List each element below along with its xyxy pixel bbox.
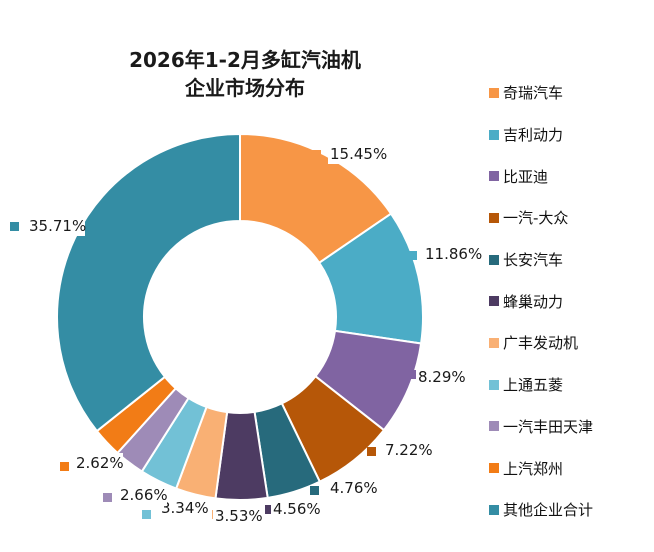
data-label-marker (310, 486, 319, 495)
data-label: 2.66% (120, 486, 168, 504)
legend-item: 广丰发动机 (489, 322, 593, 364)
data-label: 35.71% (29, 217, 86, 235)
data-label-box (416, 367, 465, 387)
data-label-box (328, 478, 377, 498)
legend-swatch (489, 212, 499, 223)
data-label-marker (408, 370, 417, 379)
legend-item: 奇瑞汽车 (489, 72, 593, 114)
legend-item: 其他企业合计 (489, 489, 593, 531)
legend-item: 吉利动力 (489, 114, 593, 156)
legend-item: 上汽郑州 (489, 447, 593, 489)
legend-item: 一汽-大众 (489, 197, 593, 239)
data-label: 7.22% (385, 441, 433, 459)
data-label-box (328, 144, 386, 164)
data-label: 11.86% (425, 245, 482, 263)
legend-label: 奇瑞汽车 (503, 84, 564, 103)
data-label-box (27, 216, 85, 236)
legend-swatch (489, 296, 499, 307)
data-label: 4.76% (330, 479, 378, 497)
legend-swatch (489, 421, 499, 432)
chart-subtitle: 企业市场分布 (185, 76, 305, 100)
legend-swatch (489, 379, 499, 390)
legend-swatch (489, 254, 499, 265)
data-label-box (213, 506, 262, 526)
data-label: 8.29% (418, 368, 466, 386)
data-label: 15.45% (330, 145, 387, 163)
data-label-marker (10, 222, 19, 231)
legend-item: 一汽丰田天津 (489, 406, 593, 448)
legend-swatch (489, 171, 499, 182)
legend-label: 一汽-大众 (503, 209, 569, 228)
legend-item: 长安汽车 (489, 239, 593, 281)
data-label: 4.56% (273, 500, 321, 518)
data-label-marker (408, 251, 417, 260)
legend-label: 其他企业合计 (503, 501, 594, 520)
legend-item: 上通五菱 (489, 364, 593, 406)
legend-swatch (489, 337, 499, 348)
legend-swatch (489, 129, 499, 140)
data-label-marker (367, 447, 376, 456)
data-label-box (118, 485, 167, 505)
legend-label: 比亚迪 (503, 167, 549, 186)
legend-swatch (489, 463, 499, 474)
data-label: 3.53% (215, 507, 263, 525)
legend-label: 一汽丰田天津 (503, 417, 594, 436)
data-label-marker (142, 510, 151, 519)
legend-item: 比亚迪 (489, 155, 593, 197)
legend-label: 蜂巢动力 (503, 292, 564, 311)
donut-slices (56, 132, 424, 501)
data-labels: 15.45% 11.86% 8.29% 7.22% 4.76% 4.56% 3.53% 3.3… (10, 144, 482, 526)
data-label-box (74, 453, 123, 473)
legend-label: 长安汽车 (503, 251, 564, 270)
data-label-box (271, 499, 320, 519)
legend-swatch (489, 87, 499, 98)
data-label-box (159, 498, 208, 518)
data-label: 2.62% (76, 454, 124, 472)
legend: 奇瑞汽车吉利动力比亚迪一汽-大众长安汽车蜂巢动力广丰发动机上通五菱一汽丰田天津上… (489, 72, 593, 531)
data-label-marker (312, 150, 321, 159)
data-label-box (423, 244, 481, 264)
data-label-marker (265, 505, 274, 514)
data-label: 3.34% (161, 499, 209, 517)
legend-label: 广丰发动机 (503, 334, 579, 353)
data-label-marker (60, 462, 69, 471)
legend-item: 蜂巢动力 (489, 280, 593, 322)
slice-11 (56, 132, 241, 433)
legend-label: 上汽郑州 (503, 459, 564, 478)
data-label-marker (103, 493, 112, 502)
data-label-box (383, 440, 432, 460)
legend-label: 上通五菱 (503, 376, 564, 395)
legend-label: 吉利动力 (503, 126, 564, 145)
chart-title: 2026年1-2月多缸汽油机 (129, 48, 361, 72)
legend-swatch (489, 504, 499, 515)
